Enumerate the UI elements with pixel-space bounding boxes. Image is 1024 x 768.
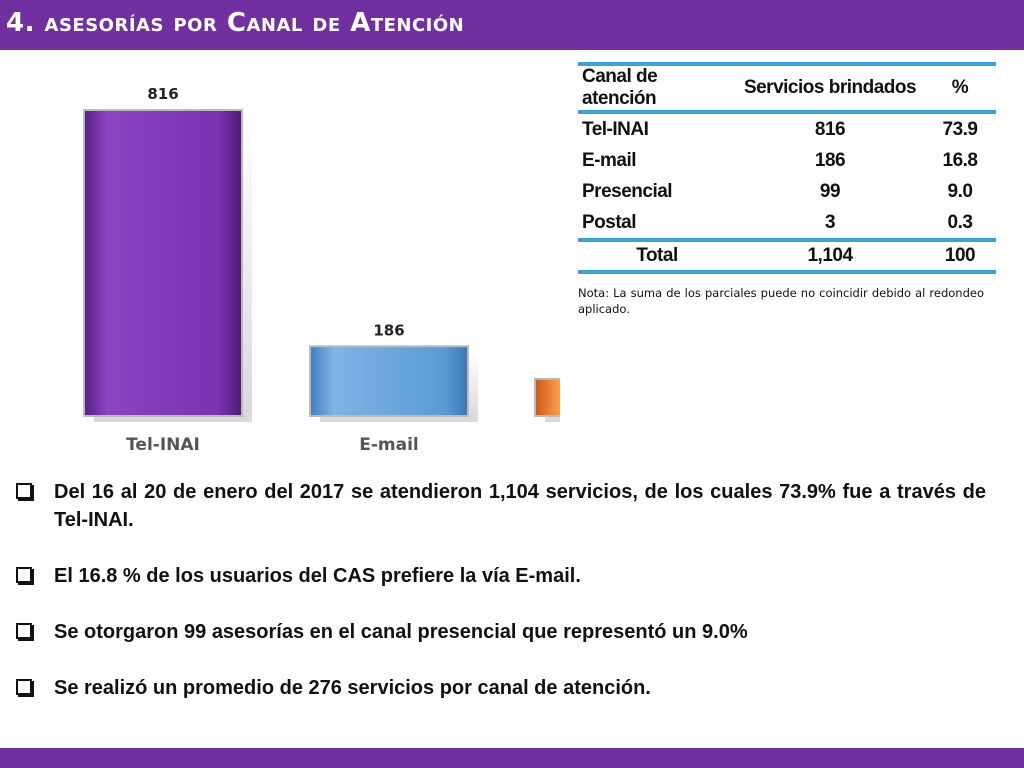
category-label: Tel-INAI [126, 435, 200, 455]
summary-table: Canal de atención Servicios brindados % … [578, 62, 996, 274]
data-label: 816 [147, 85, 178, 103]
summary-table-container: Canal de atención Servicios brindados % … [578, 62, 996, 274]
table-header-row: Canal de atención Servicios brindados % [578, 64, 996, 112]
cell-percent: 0.3 [947, 211, 973, 233]
cell-services: 3 [824, 211, 836, 233]
bullet-item: Del 16 al 20 de enero del 2017 se atendi… [14, 478, 986, 534]
cell-percent: 9.0 [947, 180, 973, 202]
cell-percent: 73.9 [942, 118, 978, 140]
bullet-text: El 16.8 % de los usuarios del CAS prefie… [54, 565, 581, 587]
checkbox-bullet-icon [16, 567, 32, 583]
bullet-list: Del 16 al 20 de enero del 2017 se atendi… [14, 478, 986, 730]
cell-services: 816 [814, 118, 846, 140]
bar-tel-inai [83, 109, 243, 417]
bar-presencial [534, 377, 560, 417]
table-row: E-mail 186 16.8 [578, 145, 996, 176]
total-percent: 100 [944, 245, 976, 266]
checkbox-bullet-icon [16, 623, 32, 639]
cell-channel: Presencial [582, 180, 673, 202]
cell-services: 186 [814, 149, 846, 171]
cell-channel: Postal [582, 211, 637, 233]
cell-percent: 16.8 [942, 149, 978, 171]
data-label: 186 [373, 321, 404, 339]
category-label: E-mail [359, 435, 419, 455]
cell-channel: E-mail [582, 149, 637, 171]
table-total-row: Total 1,104 100 [578, 240, 996, 272]
bullet-item: El 16.8 % de los usuarios del CAS prefie… [14, 562, 986, 590]
page-title: 4. asesorías por Canal de Atención [6, 8, 465, 38]
total-services: 1,104 [807, 245, 853, 266]
footer-bar [0, 748, 1024, 768]
bullet-text: Se otorgaron 99 asesorías en el canal pr… [54, 621, 748, 643]
header-channel: Canal de atención [582, 66, 658, 109]
cell-channel: Tel-INAI [582, 118, 649, 140]
title-bar: 4. asesorías por Canal de Atención [0, 0, 1024, 50]
bar-e-mail [309, 345, 469, 417]
table-row: Presencial 99 9.0 [578, 176, 996, 207]
table-row: Postal 3 0.3 [578, 207, 996, 240]
table-note: Nota: La suma de los parciales puede no … [578, 286, 984, 316]
checkbox-bullet-icon [16, 483, 32, 499]
table-row: Tel-INAI 816 73.9 [578, 112, 996, 145]
header-percent: % [951, 77, 969, 98]
bullet-item: Se otorgaron 99 asesorías en el canal pr… [14, 618, 986, 646]
bullet-text: Del 16 al 20 de enero del 2017 se atendi… [54, 481, 986, 531]
bullet-item: Se realizó un promedio de 276 servicios … [14, 674, 986, 702]
cell-services: 99 [819, 180, 841, 202]
bullet-text: Se realizó un promedio de 276 servicios … [54, 677, 651, 699]
checkbox-bullet-icon [16, 679, 32, 695]
total-label: Total [636, 245, 678, 266]
header-services: Servicios brindados [743, 77, 917, 98]
